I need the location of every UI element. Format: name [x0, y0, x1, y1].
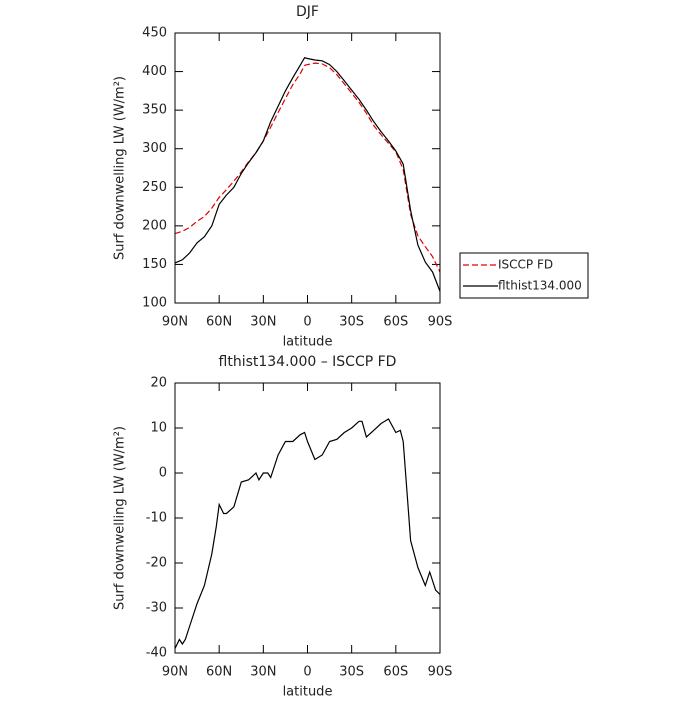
y-axis-label: Surf downwelling LW (W/m²) [113, 426, 128, 610]
plot-frame [174, 382, 441, 654]
x-tick-label: 60S [383, 665, 408, 680]
y-axis-label: Surf downwelling LW (W/m²) [113, 76, 128, 260]
y-tick-label: -30 [146, 601, 167, 616]
x-tick-label: 90N [162, 665, 188, 680]
x-tick-label: 60S [383, 315, 408, 330]
y-tick-label: 200 [142, 218, 167, 233]
y-tick-label: -10 [146, 511, 167, 526]
y-tick-label: 0 [159, 466, 167, 481]
x-axis-label: latitude [283, 685, 333, 700]
x-tick-label: 0 [303, 665, 311, 680]
x-tick-label: 90S [428, 315, 453, 330]
y-tick-label: 450 [142, 26, 167, 41]
chart-title: flthist134.000 – ISCCP FD [219, 354, 397, 370]
legend-label: flthist134.000 [498, 279, 582, 293]
data-line [174, 418, 441, 649]
plot-frame [174, 32, 441, 304]
x-tick-label: 90S [428, 665, 453, 680]
x-tick-label: 30N [250, 665, 276, 680]
legend-label: ISCCP FD [498, 258, 553, 272]
y-tick-label: -40 [146, 646, 167, 661]
x-tick-label: 0 [303, 315, 311, 330]
y-tick-label: 250 [142, 180, 167, 195]
y-tick-label: 400 [142, 64, 167, 79]
legend-box [459, 252, 589, 299]
x-axis-label: latitude [283, 335, 333, 350]
y-tick-label: 100 [142, 296, 167, 311]
y-tick-label: 150 [142, 257, 167, 272]
y-tick-label: 10 [150, 421, 167, 436]
data-line [174, 62, 441, 273]
x-tick-label: 30N [250, 315, 276, 330]
y-tick-label: 350 [142, 103, 167, 118]
x-tick-label: 30S [339, 665, 364, 680]
y-tick-label: -20 [146, 556, 167, 571]
x-tick-label: 90N [162, 315, 188, 330]
x-tick-label: 60N [206, 315, 232, 330]
chart-title: DJF [296, 4, 319, 20]
y-tick-label: 300 [142, 141, 167, 156]
y-tick-label: 20 [150, 376, 167, 391]
x-tick-label: 30S [339, 315, 364, 330]
data-line [174, 56, 441, 292]
x-tick-label: 60N [206, 665, 232, 680]
